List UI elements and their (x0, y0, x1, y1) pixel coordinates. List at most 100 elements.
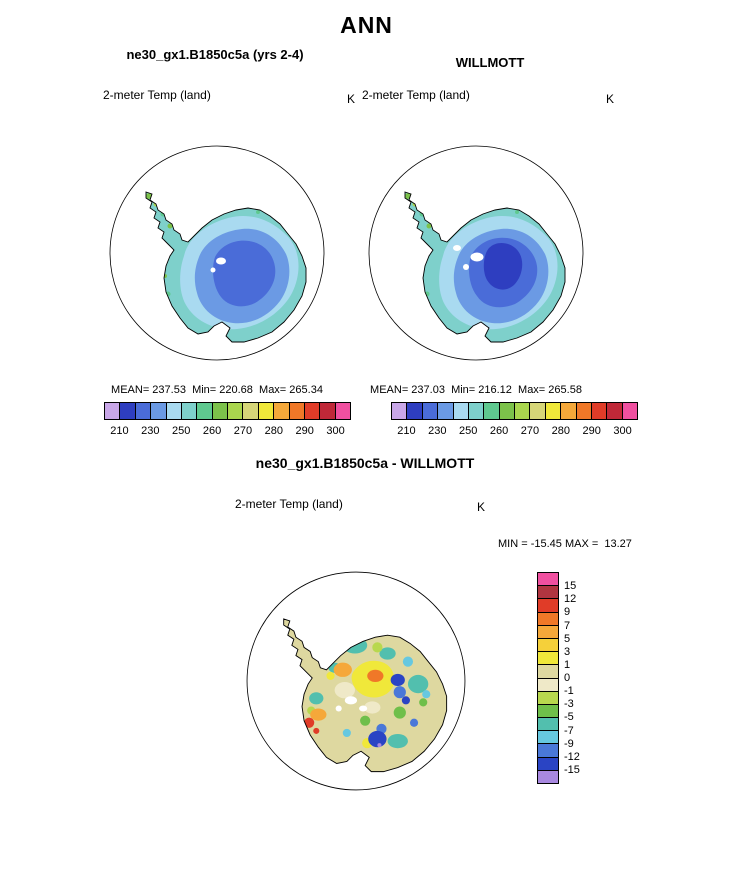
colorbar-segment (392, 403, 408, 419)
colorbar-tick-label: 0 (564, 672, 571, 684)
left-field-label: 2-meter Temp (land) (103, 88, 211, 102)
colorbar-segment (607, 403, 623, 419)
temperature-shading (405, 193, 558, 330)
diff-map (246, 571, 466, 791)
colorbar-segment (545, 403, 562, 419)
colorbar-tick-label: 300 (613, 425, 632, 437)
colorbar-segment (320, 403, 336, 419)
colorbar-segment (538, 599, 558, 613)
left-colorbar: 210 230 250 260 270 280 290 300 (104, 402, 351, 439)
colorbar-tick-label: 3 (564, 645, 571, 658)
season-title: ANN (340, 12, 393, 38)
colorbar-segment (538, 770, 558, 783)
colorbar-segment (438, 403, 454, 419)
right-field-label: 2-meter Temp (land) (362, 88, 470, 102)
colorbar-segment (515, 403, 531, 419)
right-panel-title: WILLMOTT (455, 55, 525, 70)
colorbar-tick-label: 290 (582, 425, 601, 437)
diff-minmax: MIN = -15.45 MAX = 13.27 (498, 538, 632, 550)
left-units-label: K (347, 92, 356, 106)
colorbar-segment (407, 403, 423, 419)
colorbar-segment (538, 652, 558, 666)
colorbar-tick-label: 9 (564, 606, 571, 619)
colorbar-segment (538, 678, 558, 692)
temperature-shading (146, 193, 299, 330)
colorbar-tick-label: 15 (564, 580, 577, 593)
colorbar-segment (538, 573, 558, 587)
colorbar-tick-label: 270 (520, 425, 540, 437)
colorbar-segment (468, 403, 485, 419)
colorbar-segment (335, 403, 350, 419)
colorbar-segment (538, 744, 558, 758)
colorbar-tick-label: 250 (459, 425, 478, 437)
colorbar-segment (151, 403, 167, 419)
colorbar-segment (289, 403, 305, 419)
colorbar-segment (538, 638, 558, 653)
colorbar-segment (135, 403, 152, 419)
colorbar-tick-label: 300 (326, 425, 345, 437)
diff-units-label: K (477, 500, 486, 514)
right-units-label: K (606, 92, 615, 106)
colorbar-ticks: 210 230 250 260 270 280 290 300 (104, 425, 351, 439)
colorbar-tick-label: 280 (264, 425, 283, 437)
diff-field-label: 2-meter Temp (land) (235, 497, 343, 511)
colorbar-tick-label: 1 (564, 658, 571, 671)
colorbar-segment (538, 691, 558, 705)
colorbar-tick-label: -9 (564, 737, 574, 750)
colorbar-tick-label: 270 (233, 425, 253, 437)
colorbar-segment (538, 718, 558, 732)
colorbar-segment (538, 665, 558, 679)
colorbar-tick-label: -12 (564, 750, 580, 763)
colorbar-segment (243, 403, 259, 419)
colorbar-tick-label: -5 (564, 711, 574, 724)
colorbar-segment (212, 403, 228, 419)
colorbar-segment (530, 403, 546, 419)
diff-colorbar: 15 12 9 7 5 3 1 0 -1 -3 -5 -7 -9 -12 -15 (537, 572, 599, 784)
colorbar-boxes (391, 402, 638, 420)
colorbar-tick-label: -3 (564, 698, 574, 711)
colorbar-tick-label: 12 (564, 593, 577, 606)
colorbar-segment (622, 403, 637, 419)
left-stats: MEAN= 237.53 Min= 220.68 Max= 265.34 (111, 384, 323, 396)
right-stats: MEAN= 237.03 Min= 216.12 Max= 265.58 (370, 384, 582, 396)
colorbar-segment (576, 403, 592, 419)
colorbar-tick-label: 210 (110, 425, 129, 437)
colorbar-segment (538, 757, 558, 771)
colorbar-tick-label: 230 (141, 425, 160, 437)
colorbar-segment (304, 403, 321, 419)
colorbar-boxes (537, 572, 559, 784)
colorbar-segment (538, 586, 558, 600)
colorbar-segment (422, 403, 439, 419)
obs-map (368, 145, 584, 361)
colorbar-tick-label: -1 (564, 685, 574, 698)
colorbar-tick-label: 280 (551, 425, 570, 437)
colorbar-boxes (104, 402, 351, 420)
colorbar-segment (120, 403, 136, 419)
colorbar-tick-label: 230 (428, 425, 447, 437)
colorbar-tick-label: -7 (564, 724, 574, 737)
colorbar-ticks: 15 12 9 7 5 3 1 0 -1 -3 -5 -7 -9 -12 -15 (564, 573, 598, 783)
colorbar-segment (181, 403, 198, 419)
difference-shading (301, 637, 431, 749)
colorbar-segment (166, 403, 182, 419)
colorbar-segment (538, 731, 558, 745)
colorbar-tick-label: 290 (295, 425, 314, 437)
colorbar-segment (197, 403, 213, 419)
colorbar-segment (453, 403, 469, 419)
colorbar-tick-label: 260 (489, 425, 509, 437)
colorbar-segment (258, 403, 275, 419)
colorbar-segment (538, 625, 558, 639)
colorbar-segment (228, 403, 244, 419)
colorbar-tick-label: -15 (564, 763, 580, 776)
model-map (109, 145, 325, 361)
left-panel-title: ne30_gx1.B1850c5a (yrs 2-4) (126, 47, 304, 62)
diff-panel-title: ne30_gx1.B1850c5a - WILLMOTT (255, 455, 475, 471)
colorbar-segment (274, 403, 290, 419)
colorbar-tick-label: 210 (397, 425, 416, 437)
colorbar-segment (499, 403, 515, 419)
colorbar-tick-label: 5 (564, 632, 571, 645)
colorbar-segment (561, 403, 577, 419)
colorbar-segment (484, 403, 500, 419)
colorbar-segment (105, 403, 121, 419)
